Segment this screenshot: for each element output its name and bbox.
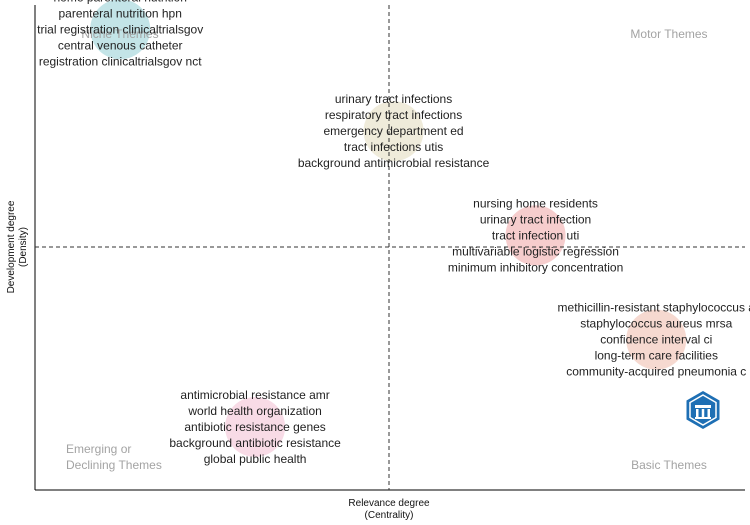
cluster-2-term: respiratory tract infections [325, 108, 462, 122]
cluster-bubble-2 [363, 101, 424, 162]
cluster-1-term: parenteral nutrition hpn [58, 6, 181, 20]
cluster-4-term: methicillin-resistant staphylococcus a [558, 301, 750, 315]
x-axis-subtitle: (Centrality) [365, 510, 414, 521]
cluster-3-term: minimum inhibitory concentration [448, 260, 623, 274]
y-axis-subtitle: (Density) [18, 227, 29, 267]
cluster-3-term: nursing home residents [473, 196, 598, 210]
cluster-2-term: tract infections utis [344, 140, 443, 154]
cluster-5-term: antimicrobial resistance amr [180, 388, 329, 402]
cluster-3-term: multivariable logistic regression [452, 244, 619, 258]
cluster-2-term: emergency department ed [324, 124, 464, 138]
cluster-bubble-4 [626, 309, 687, 370]
cluster-5-term: background antibiotic resistance [169, 436, 341, 450]
cluster-3-term: urinary tract infection [480, 212, 591, 226]
cluster-1-term: trial registration clinicaltrialsgov [37, 22, 203, 36]
cluster-labels: home parenteral nutrition parenteral nutr… [37, 0, 750, 466]
cluster-5-term: global public health [204, 452, 307, 466]
bibliometrix-logo-icon [686, 391, 720, 429]
cluster-1-term: central venous catheter [58, 38, 183, 52]
cluster-1-term: registration clinicaltrialsgov nct [39, 54, 202, 68]
quadrant-bottom-left-label-line1: Emerging or [66, 442, 131, 456]
cluster-5-term: world health organization [187, 404, 321, 418]
cluster-5-term: antibiotic resistance genes [184, 420, 325, 434]
cluster-bubbles [90, 0, 687, 457]
cluster-4-term: confidence interval ci [600, 333, 712, 347]
cluster-4-term: staphylococcus aureus mrsa [580, 317, 732, 331]
quadrant-top-right-label: Motor Themes [630, 27, 707, 41]
cluster-2-term: background antimicrobial resistance [298, 156, 490, 170]
quadrant-bottom-right-label: Basic Themes [631, 458, 707, 472]
cluster-1-term: home parenteral nutrition [53, 0, 186, 4]
cluster-3-term: tract infection uti [492, 228, 579, 242]
cluster-4-term: community-acquired pneumonia c [566, 365, 746, 379]
cluster-bubble-5 [225, 396, 286, 457]
quadrant-top-left-label: Niche Themes [81, 27, 158, 41]
cluster-2-term: urinary tract infections [335, 92, 452, 106]
cluster-4-term: long-term care facilities [595, 349, 718, 363]
quadrant-bottom-left-label-line2: Declining Themes [66, 458, 162, 472]
cluster-bubble-1 [90, 0, 151, 60]
cluster-bubble-3 [505, 205, 566, 266]
y-axis-title: Development degree [6, 200, 17, 293]
x-axis-title: Relevance degree [348, 498, 430, 509]
